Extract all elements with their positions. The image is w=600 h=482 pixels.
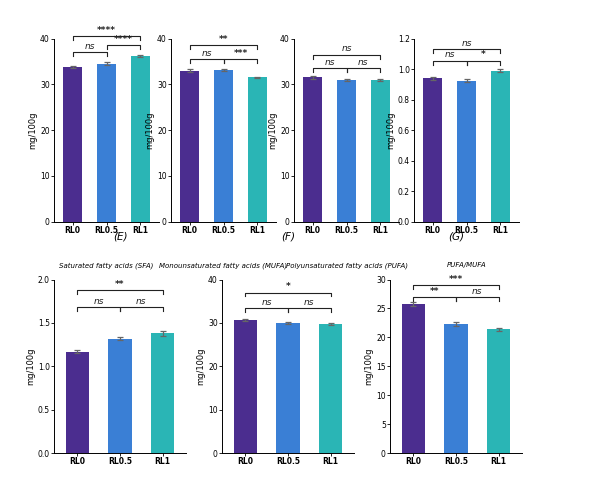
- Bar: [402, 304, 425, 453]
- Text: (E): (E): [113, 231, 127, 241]
- Bar: [234, 321, 257, 453]
- Text: Monounsaturated fatty acids (MUFA): Monounsaturated fatty acids (MUFA): [160, 262, 287, 268]
- Text: PUFA/MUFA: PUFA/MUFA: [446, 262, 487, 268]
- Text: *: *: [286, 282, 290, 292]
- Y-axis label: mg/100g: mg/100g: [26, 348, 35, 385]
- Bar: [304, 78, 322, 222]
- Text: **: **: [430, 287, 439, 296]
- Bar: [131, 56, 149, 222]
- Bar: [181, 70, 199, 222]
- Bar: [248, 78, 266, 222]
- Bar: [66, 351, 89, 453]
- Text: ns: ns: [358, 58, 368, 67]
- Text: ns: ns: [202, 49, 212, 58]
- Text: ns: ns: [262, 297, 272, 307]
- Text: ns: ns: [445, 51, 455, 59]
- Y-axis label: mg/100g: mg/100g: [364, 348, 373, 385]
- Bar: [457, 80, 476, 222]
- Bar: [487, 329, 510, 453]
- Text: ns: ns: [341, 44, 352, 54]
- Text: (F): (F): [281, 231, 295, 241]
- Text: Polyunsaturated fatty acids (PUFA): Polyunsaturated fatty acids (PUFA): [286, 262, 407, 268]
- Bar: [108, 338, 132, 453]
- Text: ns: ns: [85, 42, 95, 51]
- Bar: [97, 64, 116, 222]
- Bar: [491, 70, 509, 222]
- Bar: [371, 80, 389, 222]
- Text: ***: ***: [449, 275, 463, 284]
- Text: (G): (G): [448, 231, 464, 241]
- Text: ***: ***: [233, 49, 248, 58]
- Y-axis label: mg/100g: mg/100g: [386, 111, 395, 149]
- Text: *: *: [481, 51, 486, 59]
- Text: ns: ns: [136, 297, 146, 306]
- Text: ****: ****: [114, 35, 133, 44]
- Bar: [151, 334, 174, 453]
- Bar: [424, 78, 442, 222]
- Bar: [319, 324, 342, 453]
- Bar: [337, 80, 356, 222]
- Text: **: **: [115, 280, 125, 289]
- Text: ****: ****: [97, 26, 116, 35]
- Y-axis label: mg/100g: mg/100g: [28, 111, 37, 149]
- Y-axis label: mg/100g: mg/100g: [268, 111, 277, 149]
- Bar: [444, 324, 468, 453]
- Bar: [276, 323, 300, 453]
- Text: ns: ns: [304, 297, 314, 307]
- Text: ns: ns: [472, 287, 482, 296]
- Y-axis label: mg/100g: mg/100g: [145, 111, 154, 149]
- Text: **: **: [219, 35, 228, 44]
- Text: ns: ns: [461, 39, 472, 48]
- Text: ns: ns: [94, 297, 104, 306]
- Text: ns: ns: [325, 58, 335, 67]
- Y-axis label: mg/100g: mg/100g: [196, 348, 205, 385]
- Bar: [64, 67, 82, 222]
- Text: Saturated fatty acids (SFA): Saturated fatty acids (SFA): [59, 262, 154, 268]
- Bar: [214, 70, 233, 222]
